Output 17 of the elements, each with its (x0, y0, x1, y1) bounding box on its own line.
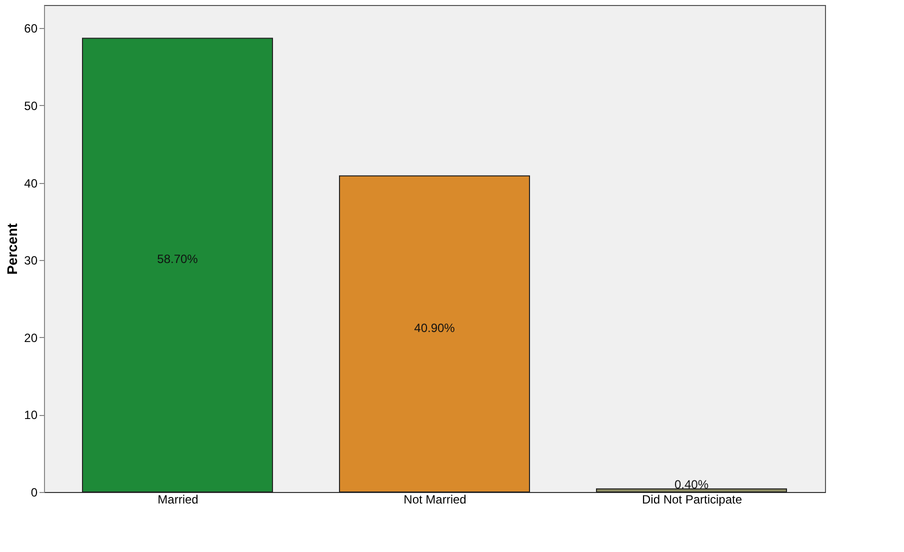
bar (82, 38, 273, 492)
y-tick-label: 20 (24, 330, 38, 345)
y-tick-label: 0 (30, 486, 38, 500)
y-tick-label: 40 (24, 176, 38, 190)
x-tick-label: Married (158, 492, 198, 506)
y-tick-label: 10 (24, 408, 38, 422)
data-label: 58.70% (157, 252, 198, 266)
data-label: 40.90% (414, 320, 456, 335)
y-tick-label: 50 (24, 98, 38, 113)
bar (339, 175, 530, 492)
y-tick-label: 30 (24, 254, 38, 268)
data-label: 0.40% (674, 477, 709, 492)
y-tick-label: 60 (24, 22, 38, 36)
bar (596, 488, 787, 492)
x-tick-label: Did Not Participate (642, 492, 742, 506)
y-axis-title: Percent (4, 222, 20, 275)
x-tick-label: Not Married (404, 492, 466, 506)
